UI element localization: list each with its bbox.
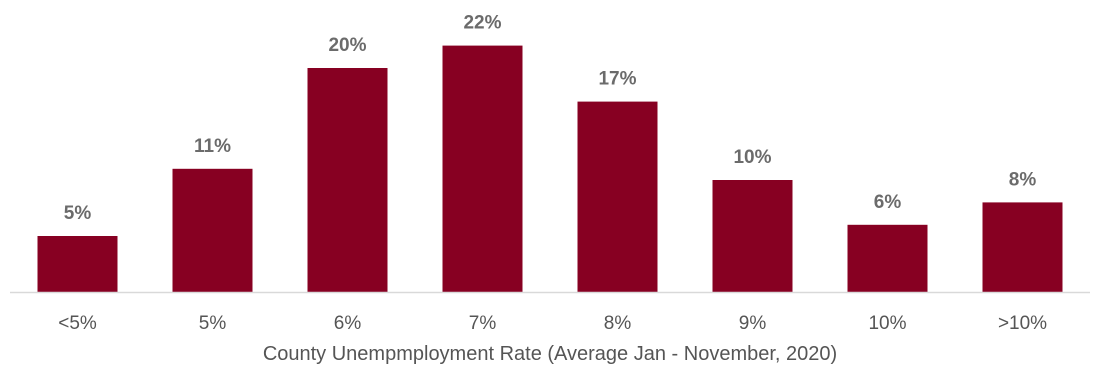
data-label-3: 22% xyxy=(463,13,501,34)
x-tick-labels-group: <5% 5% 6% 7% 8% 9% 10% >10% xyxy=(58,313,1047,334)
data-label-7: 8% xyxy=(1009,169,1037,190)
x-tick-label-6: 10% xyxy=(868,313,906,334)
bars-group xyxy=(37,45,1063,292)
data-label-2: 20% xyxy=(328,35,366,56)
x-tick-label-5: 9% xyxy=(739,313,767,334)
x-tick-label-7: >10% xyxy=(998,313,1047,334)
x-tick-label-0: <5% xyxy=(58,313,97,334)
x-axis-title: County Unempmployment Rate (Average Jan … xyxy=(263,343,837,365)
data-label-0: 5% xyxy=(64,203,92,224)
bar-0 xyxy=(37,236,118,292)
data-labels-group: 5% 11% 20% 22% 17% 10% 6% 8% xyxy=(64,13,1037,224)
x-tick-label-4: 8% xyxy=(604,313,632,334)
bar-4 xyxy=(577,101,658,292)
bar-2 xyxy=(307,68,388,292)
data-label-4: 17% xyxy=(598,69,636,90)
bar-6 xyxy=(847,224,928,292)
data-label-5: 10% xyxy=(733,147,771,168)
bar-3 xyxy=(442,45,523,292)
x-tick-label-3: 7% xyxy=(469,313,497,334)
x-tick-label-1: 5% xyxy=(199,313,227,334)
bar-5 xyxy=(712,180,793,292)
data-label-1: 11% xyxy=(194,136,231,157)
data-label-6: 6% xyxy=(874,192,902,213)
bar-7 xyxy=(982,202,1063,292)
x-tick-label-2: 6% xyxy=(334,313,362,334)
bar-1 xyxy=(172,168,253,292)
